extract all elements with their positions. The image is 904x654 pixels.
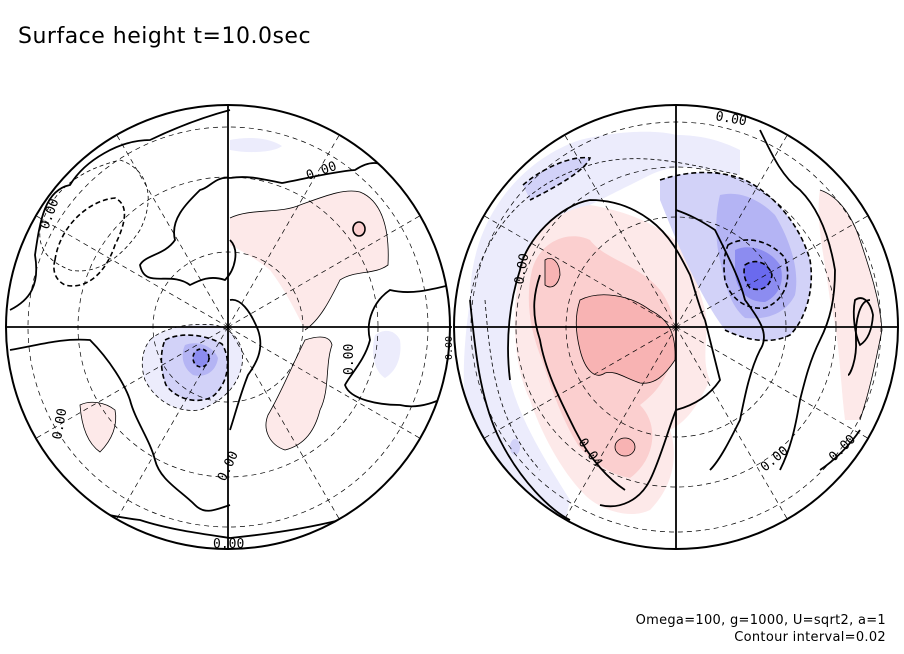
positive-region xyxy=(615,438,635,456)
chart-annotations: Omega=100, g=1000, U=sqrt2, a=1 Contour … xyxy=(636,612,886,646)
zero-contour xyxy=(847,299,871,376)
negative-contour xyxy=(39,159,149,272)
negative-contour xyxy=(659,171,813,342)
zero-contour xyxy=(229,162,391,184)
positive-region xyxy=(576,294,676,384)
contour-interval-annotation: Contour interval=0.02 xyxy=(734,630,886,645)
zero-contour xyxy=(9,109,231,311)
zero-contour xyxy=(759,129,836,471)
zero-contour xyxy=(9,338,231,512)
right-hemisphere-panel: 0.00 0.00 0.04 0.00 0.00 xyxy=(453,104,899,550)
negative-region xyxy=(510,439,520,455)
zero-contour xyxy=(139,176,237,287)
contour-label: 0.00 xyxy=(444,336,455,360)
positive-region xyxy=(818,190,882,420)
negative-region xyxy=(463,131,740,545)
contour-label: 0.00 xyxy=(38,197,63,232)
negative-contour xyxy=(723,239,789,309)
left-hemisphere-panel: 0.00 0.00 0.00 0.00 0.00 0.00 0.00 xyxy=(5,104,455,552)
zero-contour xyxy=(229,298,262,431)
positive-contour xyxy=(229,190,389,331)
positive-max xyxy=(352,221,366,237)
negative-min xyxy=(192,348,210,368)
contour-label: 0.00 xyxy=(714,109,747,129)
positive-region xyxy=(545,258,560,287)
hemisphere-boundary xyxy=(453,104,899,550)
negative-contour xyxy=(522,156,592,201)
contour-label: 0.00 xyxy=(50,407,70,440)
contour-label: 0.00 xyxy=(304,159,339,184)
zero-contour xyxy=(819,429,861,471)
positive-contour xyxy=(265,336,333,451)
positive-contour xyxy=(79,401,117,453)
zero-contour xyxy=(469,299,571,521)
zero-contour xyxy=(344,284,450,408)
negative-region xyxy=(373,330,401,378)
positive-region xyxy=(265,337,332,450)
negative-contour xyxy=(160,334,229,402)
positive-contour xyxy=(575,294,676,384)
contour-label: 0.00 xyxy=(512,252,532,285)
negative-contour xyxy=(141,323,243,411)
chart-title: Surface height t=10.0sec xyxy=(18,24,312,49)
negative-region xyxy=(523,157,590,200)
positive-region xyxy=(230,190,389,330)
params-annotation: Omega=100, g=1000, U=sqrt2, a=1 xyxy=(635,613,886,628)
zero-contour xyxy=(507,199,706,381)
negative-contour xyxy=(743,260,773,291)
negative-region xyxy=(230,138,282,153)
positive-contour xyxy=(819,189,883,421)
contour-label: 0.00 xyxy=(215,449,242,484)
negative-contour xyxy=(53,197,126,287)
negative-contour xyxy=(484,299,541,471)
positive-contour xyxy=(544,258,561,288)
zero-contour xyxy=(533,274,626,491)
contour-label: 0.00 xyxy=(758,443,792,475)
contour-label: 0.00 xyxy=(342,344,357,375)
contour-label: 0.00 xyxy=(213,537,244,552)
positive-contour xyxy=(614,437,636,457)
negative-region xyxy=(744,261,772,290)
zero-contour xyxy=(852,297,874,347)
hemisphere-boundary xyxy=(5,104,451,550)
